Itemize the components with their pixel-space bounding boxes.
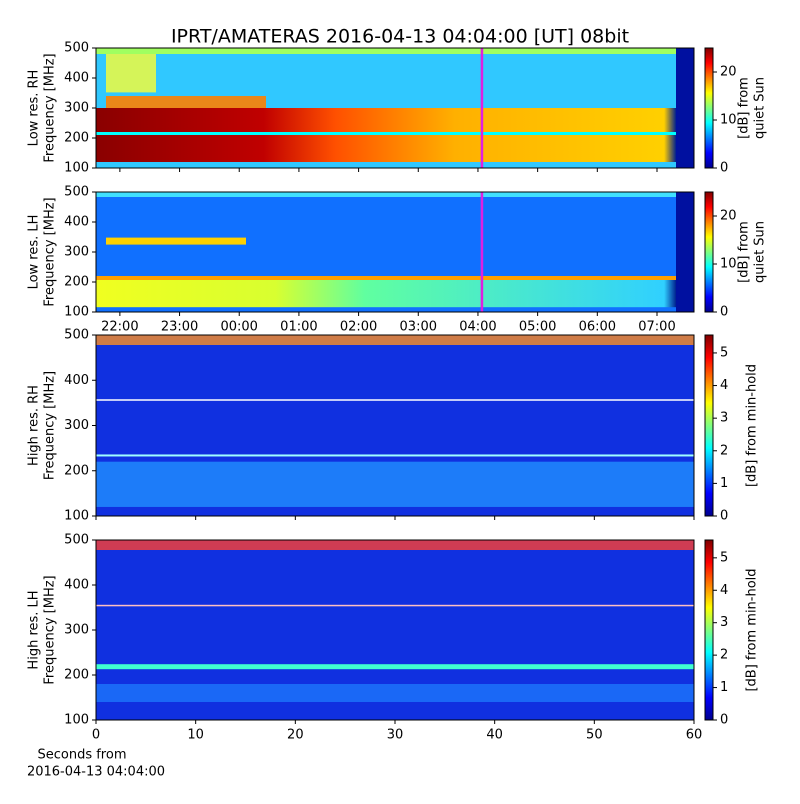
spectrogram: [106, 96, 266, 108]
y-tick-label: 300: [64, 101, 89, 116]
x-tick-label: 01:00: [280, 320, 317, 335]
y-tick-label: 300: [64, 623, 89, 638]
spectrogram: [96, 192, 694, 197]
y-tick-label: 400: [64, 71, 89, 86]
colorbar-label: quiet Sun: [753, 221, 768, 283]
colorbar: [704, 47, 714, 169]
x-tick-label: 10: [187, 728, 204, 743]
x-tick-label: 23:00: [161, 320, 198, 335]
colorbar: [704, 334, 714, 517]
y-axis-label: Low res. RH: [27, 70, 42, 147]
y-tick-label: 100: [64, 713, 89, 728]
colorbar-tick-label: 0: [720, 509, 728, 524]
colorbar-tick-label: 1: [720, 476, 728, 491]
y-axis-label: Low res. LH: [27, 215, 42, 290]
spectrogram: [96, 684, 694, 702]
x-tick-label: 06:00: [579, 320, 616, 335]
x-axis-label: Seconds from: [37, 748, 126, 763]
x-tick-label: 20: [287, 728, 304, 743]
x-tick-label: 03:00: [400, 320, 437, 335]
colorbar-tick-label: 0: [720, 305, 728, 320]
colorbar-tick-label: 0: [720, 161, 728, 176]
y-tick-label: 500: [64, 185, 89, 200]
colorbar-tick-label: 4: [720, 583, 728, 598]
spectrogram: [96, 335, 694, 345]
x-axis-label: 2016-04-13 04:04:00: [27, 765, 165, 780]
colorbar-tick-label: 2: [720, 648, 728, 663]
colorbar-label: [dB] from: [737, 77, 752, 139]
y-tick-label: 500: [64, 328, 89, 343]
y-axis-label: Frequency [MHz]: [43, 53, 58, 162]
y-tick-label: 100: [64, 161, 89, 176]
y-tick-label: 200: [64, 275, 89, 290]
spectrogram: [96, 48, 694, 54]
y-tick-label: 200: [64, 463, 89, 478]
spectrogram: [96, 461, 694, 507]
x-tick-label: 0: [92, 728, 100, 743]
spectrogram: [96, 278, 694, 308]
spectrogram: [676, 192, 694, 312]
y-axis-label: Frequency [MHz]: [43, 197, 58, 306]
y-axis-label: Frequency [MHz]: [43, 371, 58, 480]
x-tick-label: 22:00: [101, 320, 138, 335]
colorbar-label: [dB] from min-hold: [745, 364, 760, 487]
y-tick-label: 200: [64, 131, 89, 146]
x-tick-label: 00:00: [220, 320, 257, 335]
colorbar-tick-label: 3: [720, 411, 728, 426]
y-tick-label: 200: [64, 668, 89, 683]
colorbar-tick-label: 10: [720, 257, 737, 272]
y-tick-label: 400: [64, 373, 89, 388]
colorbar-label: [dB] from: [737, 221, 752, 283]
x-tick-label: 50: [586, 728, 603, 743]
colorbar-tick-label: 20: [720, 209, 737, 224]
y-tick-label: 400: [64, 578, 89, 593]
colorbar-tick-label: 20: [720, 65, 737, 80]
colorbar: [704, 539, 714, 721]
spectrogram: [96, 664, 694, 670]
x-tick-label: 07:00: [638, 320, 675, 335]
y-tick-label: 300: [64, 418, 89, 433]
spectrogram: [96, 454, 694, 457]
colorbar-tick-label: 3: [720, 615, 728, 630]
spectrogram: [96, 132, 694, 135]
x-tick-label: 40: [486, 728, 503, 743]
colorbar-label: quiet Sun: [753, 77, 768, 139]
y-tick-label: 500: [64, 533, 89, 548]
y-tick-label: 500: [64, 41, 89, 56]
spectrogram: [96, 604, 694, 607]
x-tick-label: 04:00: [459, 320, 496, 335]
colorbar-tick-label: 4: [720, 378, 728, 393]
spectrogram: [96, 276, 694, 280]
spectrogram: [106, 54, 156, 93]
y-tick-label: 100: [64, 509, 89, 524]
y-axis-label: Frequency [MHz]: [43, 575, 58, 684]
figure-title: IPRT/AMATERAS 2016-04-13 04:04:00 [UT] 0…: [171, 26, 629, 48]
x-tick-label: 30: [387, 728, 404, 743]
spectrogram: [106, 237, 246, 245]
colorbar-tick-label: 10: [720, 113, 737, 128]
colorbar-label: [dB] from min-hold: [745, 568, 760, 691]
colorbar: [704, 191, 714, 313]
y-axis-label: High res. LH: [27, 590, 42, 669]
colorbar-tick-label: 5: [720, 345, 728, 360]
y-tick-label: 100: [64, 305, 89, 320]
spectrogram: [96, 540, 694, 550]
colorbar-tick-label: 0: [720, 713, 728, 728]
colorbar-tick-label: 1: [720, 680, 728, 695]
x-tick-label: 60: [686, 728, 703, 743]
spectrogram: [96, 399, 694, 401]
colorbar-tick-label: 5: [720, 550, 728, 565]
spectrogram: [676, 48, 694, 168]
y-tick-label: 300: [64, 245, 89, 260]
x-tick-label: 02:00: [340, 320, 377, 335]
y-axis-label: High res. RH: [27, 385, 42, 466]
y-tick-label: 400: [64, 215, 89, 230]
colorbar-tick-label: 2: [720, 443, 728, 458]
x-tick-label: 05:00: [519, 320, 556, 335]
